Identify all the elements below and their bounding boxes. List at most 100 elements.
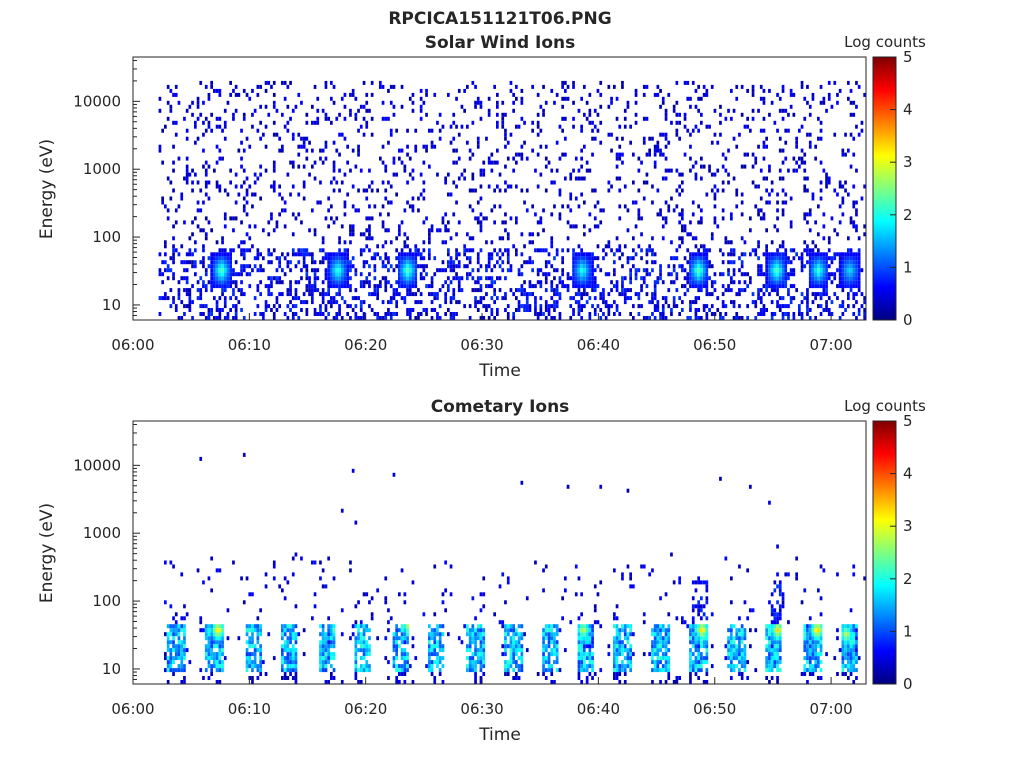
heatmap-cell bbox=[637, 312, 641, 316]
heatmap-cell bbox=[278, 292, 281, 297]
heatmap-cell bbox=[697, 248, 700, 253]
heatmap-cell bbox=[286, 172, 290, 177]
heatmap-cell bbox=[392, 292, 396, 297]
heatmap-cell bbox=[743, 628, 747, 633]
heatmap-cell bbox=[370, 188, 374, 193]
heatmap-cell bbox=[659, 212, 662, 217]
heatmap-cell bbox=[721, 272, 725, 277]
heatmap-cell bbox=[379, 256, 382, 261]
heatmap-cell bbox=[694, 252, 698, 257]
heatmap-cell bbox=[841, 280, 845, 285]
heatmap-cell bbox=[724, 288, 728, 293]
heatmap-cell bbox=[550, 284, 554, 289]
heatmap-cell bbox=[689, 308, 692, 312]
heatmap-cell bbox=[166, 216, 170, 221]
heatmap-cell bbox=[841, 256, 845, 261]
heatmap-cell bbox=[319, 308, 322, 312]
heatmap-cell bbox=[272, 576, 276, 581]
heatmap-cell bbox=[384, 116, 388, 121]
heatmap-cell bbox=[553, 644, 556, 649]
heatmap-cell bbox=[659, 660, 662, 665]
heatmap-cell bbox=[441, 268, 445, 273]
heatmap-cell bbox=[580, 280, 583, 285]
heatmap-cell bbox=[512, 668, 515, 673]
heatmap-cell bbox=[172, 648, 175, 653]
heatmap-cell bbox=[599, 308, 603, 312]
heatmap-cell bbox=[819, 120, 823, 125]
heatmap-cell bbox=[651, 644, 654, 649]
heatmap-cell bbox=[169, 288, 173, 293]
heatmap-cell bbox=[768, 680, 771, 684]
heatmap-cell bbox=[185, 304, 189, 309]
heatmap-cell bbox=[702, 612, 706, 617]
heatmap-cell bbox=[759, 96, 763, 101]
heatmap-cell bbox=[749, 228, 752, 233]
heatmap-cell bbox=[863, 296, 866, 301]
heatmap-cell bbox=[430, 664, 434, 669]
heatmap-cell bbox=[281, 588, 284, 593]
heatmap-cell bbox=[689, 660, 692, 665]
heatmap-cell bbox=[629, 664, 632, 669]
heatmap-cell bbox=[531, 128, 534, 133]
heatmap-cell bbox=[357, 632, 360, 637]
heatmap-cell bbox=[678, 312, 681, 316]
heatmap-cell bbox=[330, 80, 333, 85]
heatmap-cell bbox=[593, 608, 597, 613]
heatmap-cell bbox=[194, 260, 197, 265]
heatmap-cell bbox=[223, 272, 227, 277]
heatmap-cell bbox=[811, 92, 815, 97]
heatmap-cell bbox=[509, 80, 513, 85]
heatmap-cell bbox=[335, 316, 339, 320]
heatmap-cell bbox=[735, 192, 739, 197]
heatmap-cell bbox=[577, 624, 581, 629]
heatmap-cell bbox=[183, 260, 186, 265]
heatmap-cell bbox=[721, 180, 725, 185]
heatmap-cell bbox=[471, 640, 475, 645]
heatmap-cell bbox=[289, 664, 292, 669]
heatmap-cell bbox=[444, 296, 447, 301]
heatmap-cell bbox=[335, 300, 339, 305]
heatmap-cell bbox=[574, 276, 578, 281]
heatmap-cell bbox=[681, 212, 684, 217]
heatmap-cell bbox=[256, 284, 260, 289]
heatmap-cell bbox=[751, 300, 755, 305]
heatmap-cell bbox=[822, 292, 826, 297]
heatmap-cell bbox=[164, 240, 167, 245]
heatmap-cell bbox=[177, 156, 181, 161]
heatmap-cell bbox=[523, 292, 526, 297]
heatmap-cell bbox=[289, 624, 292, 629]
heatmap-cell bbox=[694, 604, 698, 609]
heatmap-cell bbox=[659, 276, 662, 281]
heatmap-cell bbox=[634, 252, 638, 257]
heatmap-cell bbox=[316, 120, 320, 125]
heatmap-cell bbox=[705, 304, 709, 309]
heatmap-cell bbox=[289, 160, 292, 165]
heatmap-cell bbox=[406, 252, 409, 257]
heatmap-cell bbox=[751, 292, 755, 297]
heatmap-cell bbox=[623, 292, 627, 297]
heatmap-cell bbox=[773, 636, 777, 641]
heatmap-cell bbox=[253, 624, 257, 629]
heatmap-cell bbox=[759, 308, 763, 312]
heatmap-cell bbox=[827, 296, 831, 301]
heatmap-cell bbox=[479, 248, 483, 253]
heatmap-cell bbox=[700, 252, 703, 257]
heatmap-cell bbox=[256, 624, 260, 629]
heatmap-cell bbox=[675, 128, 679, 133]
heatmap-cell bbox=[770, 280, 774, 285]
heatmap-cell bbox=[569, 224, 573, 229]
heatmap-cell bbox=[547, 668, 551, 673]
heatmap-cell bbox=[330, 664, 333, 669]
heatmap-cell bbox=[294, 104, 298, 109]
heatmap-cell bbox=[765, 244, 768, 249]
heatmap-cell bbox=[188, 288, 192, 293]
heatmap-cell bbox=[569, 192, 573, 197]
heatmap-cell bbox=[387, 116, 390, 121]
heatmap-cell bbox=[362, 80, 366, 85]
heatmap-cell bbox=[659, 668, 662, 673]
heatmap-cell bbox=[588, 256, 592, 261]
heatmap-cell bbox=[749, 644, 752, 649]
heatmap-cell bbox=[264, 144, 268, 149]
heatmap-cell bbox=[659, 640, 662, 645]
heatmap-cell bbox=[384, 276, 388, 281]
